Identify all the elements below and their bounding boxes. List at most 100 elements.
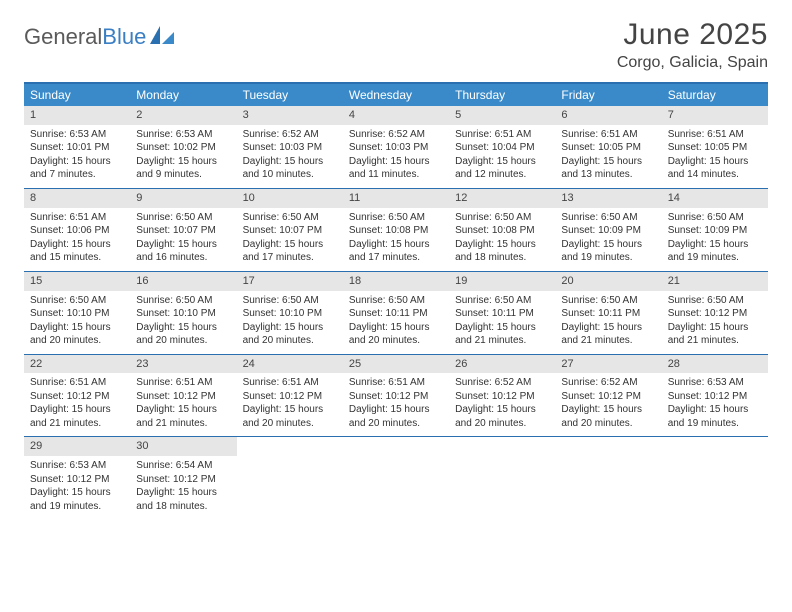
day-cell: 19Sunrise: 6:50 AMSunset: 10:11 PMDaylig…: [449, 272, 555, 354]
daylight-text: Daylight: 15 hours and 9 minutes.: [136, 155, 230, 182]
sail-icon: [150, 26, 176, 46]
day-body: Sunrise: 6:51 AMSunset: 10:12 PMDaylight…: [237, 373, 343, 436]
sunrise-text: Sunrise: 6:50 AM: [561, 294, 655, 308]
day-body: Sunrise: 6:52 AMSunset: 10:12 PMDaylight…: [449, 373, 555, 436]
location: Corgo, Galicia, Spain: [617, 54, 768, 72]
daylight-text: Daylight: 15 hours and 20 minutes.: [455, 403, 549, 430]
sunrise-text: Sunrise: 6:50 AM: [136, 294, 230, 308]
sunset-text: Sunset: 10:09 PM: [561, 224, 655, 238]
day-number: 19: [449, 272, 555, 291]
weekday-header: Tuesday: [237, 84, 343, 106]
day-number: 27: [555, 355, 661, 374]
weekday-header-row: Sunday Monday Tuesday Wednesday Thursday…: [24, 84, 768, 106]
day-body: Sunrise: 6:50 AMSunset: 10:07 PMDaylight…: [237, 208, 343, 271]
day-body: Sunrise: 6:51 AMSunset: 10:05 PMDaylight…: [555, 125, 661, 188]
daylight-text: Daylight: 15 hours and 14 minutes.: [668, 155, 762, 182]
week-row: 22Sunrise: 6:51 AMSunset: 10:12 PMDaylig…: [24, 355, 768, 438]
sunrise-text: Sunrise: 6:50 AM: [349, 211, 443, 225]
sunrise-text: Sunrise: 6:50 AM: [30, 294, 124, 308]
day-cell: 10Sunrise: 6:50 AMSunset: 10:07 PMDaylig…: [237, 189, 343, 271]
sunset-text: Sunset: 10:04 PM: [455, 141, 549, 155]
day-body: Sunrise: 6:53 AMSunset: 10:01 PMDaylight…: [24, 125, 130, 188]
calendar: Sunday Monday Tuesday Wednesday Thursday…: [24, 82, 768, 519]
weekday-header: Wednesday: [343, 84, 449, 106]
sunset-text: Sunset: 10:12 PM: [30, 473, 124, 487]
day-body: Sunrise: 6:50 AMSunset: 10:11 PMDaylight…: [343, 291, 449, 354]
sunrise-text: Sunrise: 6:52 AM: [561, 376, 655, 390]
sunset-text: Sunset: 10:10 PM: [136, 307, 230, 321]
sunrise-text: Sunrise: 6:51 AM: [136, 376, 230, 390]
day-cell: 29Sunrise: 6:53 AMSunset: 10:12 PMDaylig…: [24, 437, 130, 519]
day-number: 16: [130, 272, 236, 291]
day-cell: 20Sunrise: 6:50 AMSunset: 10:11 PMDaylig…: [555, 272, 661, 354]
daylight-text: Daylight: 15 hours and 19 minutes.: [30, 486, 124, 513]
day-cell: 1Sunrise: 6:53 AMSunset: 10:01 PMDayligh…: [24, 106, 130, 188]
sunset-text: Sunset: 10:06 PM: [30, 224, 124, 238]
day-cell: [343, 437, 449, 519]
day-cell: 30Sunrise: 6:54 AMSunset: 10:12 PMDaylig…: [130, 437, 236, 519]
day-number: 10: [237, 189, 343, 208]
sunset-text: Sunset: 10:07 PM: [243, 224, 337, 238]
day-number: 30: [130, 437, 236, 456]
sunset-text: Sunset: 10:12 PM: [136, 390, 230, 404]
week-row: 8Sunrise: 6:51 AMSunset: 10:06 PMDayligh…: [24, 189, 768, 272]
daylight-text: Daylight: 15 hours and 21 minutes.: [136, 403, 230, 430]
day-number: 5: [449, 106, 555, 125]
sunset-text: Sunset: 10:01 PM: [30, 141, 124, 155]
day-cell: 14Sunrise: 6:50 AMSunset: 10:09 PMDaylig…: [662, 189, 768, 271]
week-row: 15Sunrise: 6:50 AMSunset: 10:10 PMDaylig…: [24, 272, 768, 355]
daylight-text: Daylight: 15 hours and 20 minutes.: [243, 403, 337, 430]
sunrise-text: Sunrise: 6:51 AM: [30, 211, 124, 225]
day-body: Sunrise: 6:50 AMSunset: 10:08 PMDaylight…: [449, 208, 555, 271]
sunrise-text: Sunrise: 6:51 AM: [243, 376, 337, 390]
day-body: Sunrise: 6:51 AMSunset: 10:04 PMDaylight…: [449, 125, 555, 188]
day-number: 21: [662, 272, 768, 291]
day-cell: 17Sunrise: 6:50 AMSunset: 10:10 PMDaylig…: [237, 272, 343, 354]
day-body: Sunrise: 6:50 AMSunset: 10:09 PMDaylight…: [662, 208, 768, 271]
sunrise-text: Sunrise: 6:50 AM: [668, 294, 762, 308]
day-cell: 12Sunrise: 6:50 AMSunset: 10:08 PMDaylig…: [449, 189, 555, 271]
sunrise-text: Sunrise: 6:50 AM: [243, 294, 337, 308]
daylight-text: Daylight: 15 hours and 12 minutes.: [455, 155, 549, 182]
sunset-text: Sunset: 10:12 PM: [668, 307, 762, 321]
day-number: 26: [449, 355, 555, 374]
day-cell: 3Sunrise: 6:52 AMSunset: 10:03 PMDayligh…: [237, 106, 343, 188]
day-cell: 2Sunrise: 6:53 AMSunset: 10:02 PMDayligh…: [130, 106, 236, 188]
sunset-text: Sunset: 10:10 PM: [243, 307, 337, 321]
daylight-text: Daylight: 15 hours and 20 minutes.: [30, 321, 124, 348]
daylight-text: Daylight: 15 hours and 19 minutes.: [668, 238, 762, 265]
sunrise-text: Sunrise: 6:51 AM: [30, 376, 124, 390]
day-cell: 18Sunrise: 6:50 AMSunset: 10:11 PMDaylig…: [343, 272, 449, 354]
sunset-text: Sunset: 10:07 PM: [136, 224, 230, 238]
sunset-text: Sunset: 10:12 PM: [349, 390, 443, 404]
daylight-text: Daylight: 15 hours and 16 minutes.: [136, 238, 230, 265]
sunrise-text: Sunrise: 6:50 AM: [668, 211, 762, 225]
day-cell: 21Sunrise: 6:50 AMSunset: 10:12 PMDaylig…: [662, 272, 768, 354]
day-cell: 7Sunrise: 6:51 AMSunset: 10:05 PMDayligh…: [662, 106, 768, 188]
sunrise-text: Sunrise: 6:51 AM: [668, 128, 762, 142]
day-cell: [662, 437, 768, 519]
weekday-header: Thursday: [449, 84, 555, 106]
day-number: 1: [24, 106, 130, 125]
day-number: 8: [24, 189, 130, 208]
week-row: 29Sunrise: 6:53 AMSunset: 10:12 PMDaylig…: [24, 437, 768, 519]
daylight-text: Daylight: 15 hours and 20 minutes.: [349, 321, 443, 348]
sunset-text: Sunset: 10:12 PM: [561, 390, 655, 404]
sunset-text: Sunset: 10:03 PM: [349, 141, 443, 155]
day-cell: 5Sunrise: 6:51 AMSunset: 10:04 PMDayligh…: [449, 106, 555, 188]
daylight-text: Daylight: 15 hours and 20 minutes.: [349, 403, 443, 430]
sunset-text: Sunset: 10:10 PM: [30, 307, 124, 321]
sunrise-text: Sunrise: 6:53 AM: [668, 376, 762, 390]
day-cell: 11Sunrise: 6:50 AMSunset: 10:08 PMDaylig…: [343, 189, 449, 271]
sunrise-text: Sunrise: 6:50 AM: [243, 211, 337, 225]
day-body: Sunrise: 6:50 AMSunset: 10:12 PMDaylight…: [662, 291, 768, 354]
daylight-text: Daylight: 15 hours and 18 minutes.: [455, 238, 549, 265]
sunset-text: Sunset: 10:12 PM: [668, 390, 762, 404]
day-cell: 28Sunrise: 6:53 AMSunset: 10:12 PMDaylig…: [662, 355, 768, 437]
sunrise-text: Sunrise: 6:52 AM: [349, 128, 443, 142]
daylight-text: Daylight: 15 hours and 15 minutes.: [30, 238, 124, 265]
sunrise-text: Sunrise: 6:51 AM: [561, 128, 655, 142]
day-number: 7: [662, 106, 768, 125]
daylight-text: Daylight: 15 hours and 20 minutes.: [243, 321, 337, 348]
daylight-text: Daylight: 15 hours and 10 minutes.: [243, 155, 337, 182]
